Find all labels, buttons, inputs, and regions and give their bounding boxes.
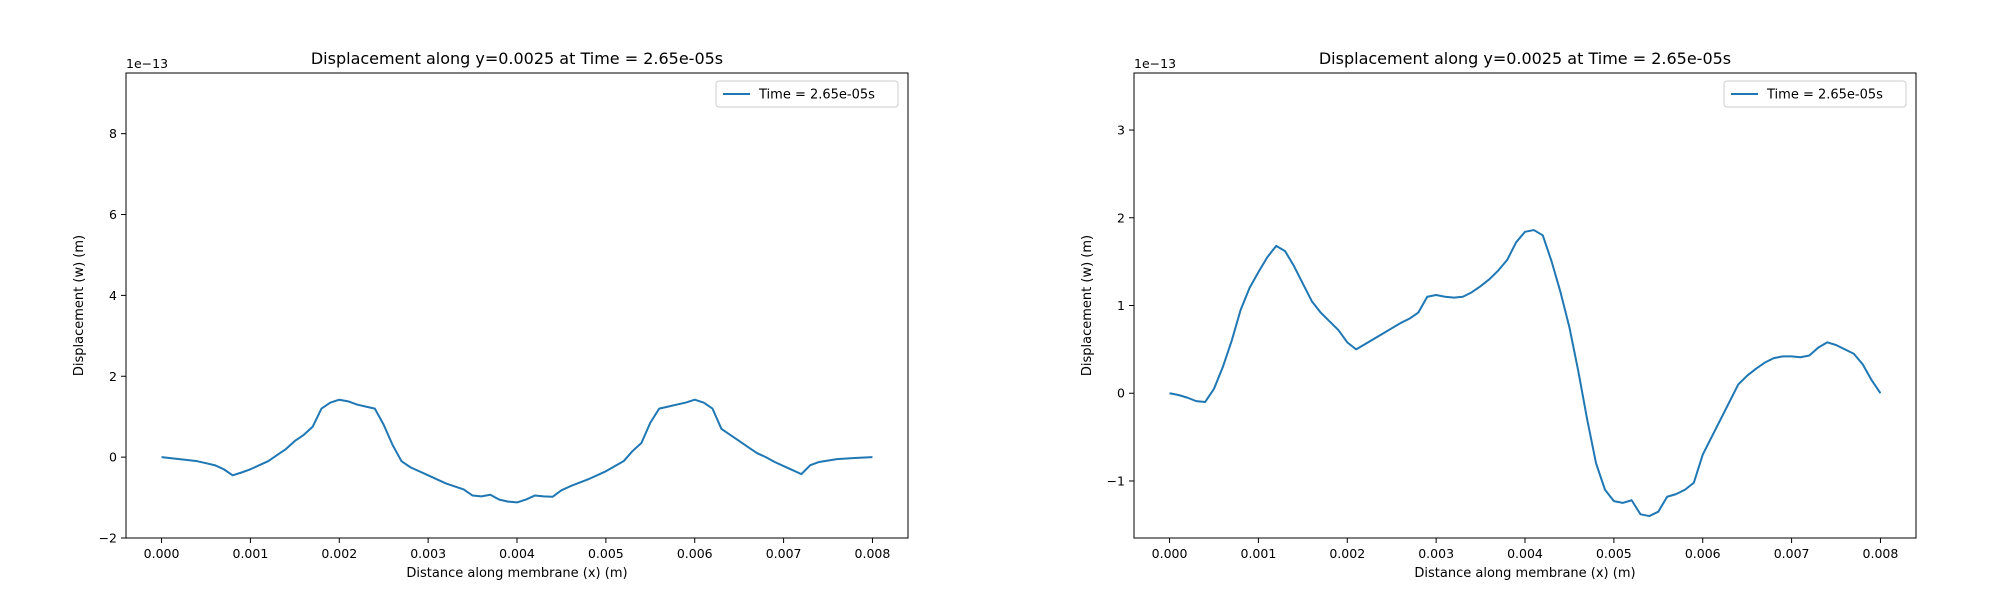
x-tick-label: 0.003 <box>1418 546 1454 561</box>
y-tick-label: 0 <box>109 450 117 465</box>
x-axis-label: Distance along membrane (x) (m) <box>1414 566 1635 581</box>
legend-box <box>1723 80 1907 108</box>
left-chart: Displacement along y=0.0025 at Time = 2.… <box>72 49 909 581</box>
legend-box <box>715 80 899 108</box>
y-tick-label: −1 <box>1107 473 1125 488</box>
x-tick-label: 0.004 <box>499 546 535 561</box>
x-tick-label: 0.005 <box>1596 546 1632 561</box>
x-tick-label: 0.006 <box>677 546 713 561</box>
y-offset-label: 1e−13 <box>126 56 168 71</box>
x-tick-label: 0.002 <box>321 546 357 561</box>
y-tick-label: 3 <box>1117 123 1125 138</box>
x-tick-label: 0.002 <box>1329 546 1365 561</box>
y-tick-label: 4 <box>109 288 117 303</box>
y-tick-label: 2 <box>109 369 117 384</box>
y-tick-label: 8 <box>109 126 117 141</box>
series-line-0 <box>1169 229 1882 518</box>
legend-entry-label: Time = 2.65e-05s <box>758 88 875 103</box>
x-tick-label: 0.003 <box>410 546 446 561</box>
x-tick-label: 0.007 <box>1774 546 1810 561</box>
legend-entry-label: Time = 2.65e-05s <box>1766 88 1883 103</box>
x-tick-label: 0.008 <box>855 546 891 561</box>
chart-title: Displacement along y=0.0025 at Time = 2.… <box>311 49 723 68</box>
x-axis-label: Distance along membrane (x) (m) <box>406 566 627 581</box>
y-tick-label: 2 <box>1117 210 1125 225</box>
x-tick-label: 0.006 <box>1685 546 1721 561</box>
y-tick-label: 0 <box>1117 386 1125 401</box>
right-chart: Displacement along y=0.0025 at Time = 2.… <box>1080 49 1917 581</box>
x-tick-label: 0.004 <box>1507 546 1543 561</box>
y-axis-label: Displacement (w) (m) <box>72 235 87 376</box>
x-tick-label: 0.001 <box>233 546 269 561</box>
x-tick-label: 0.005 <box>588 546 624 561</box>
x-tick-label: 0.007 <box>766 546 802 561</box>
x-tick-label: 0.000 <box>144 546 180 561</box>
x-tick-label: 0.008 <box>1863 546 1899 561</box>
legend: Time = 2.65e-05s <box>1723 80 1907 108</box>
y-tick-label: 6 <box>109 207 117 222</box>
y-tick-label: 1 <box>1117 298 1125 313</box>
legend: Time = 2.65e-05s <box>715 80 899 108</box>
y-tick-label: −2 <box>99 531 117 546</box>
y-axis-label: Displacement (w) (m) <box>1080 235 1095 376</box>
x-tick-label: 0.000 <box>1152 546 1188 561</box>
y-offset-label: 1e−13 <box>1134 56 1176 71</box>
series-line-0 <box>161 398 873 504</box>
chart-title: Displacement along y=0.0025 at Time = 2.… <box>1319 49 1731 68</box>
x-tick-label: 0.001 <box>1241 546 1277 561</box>
